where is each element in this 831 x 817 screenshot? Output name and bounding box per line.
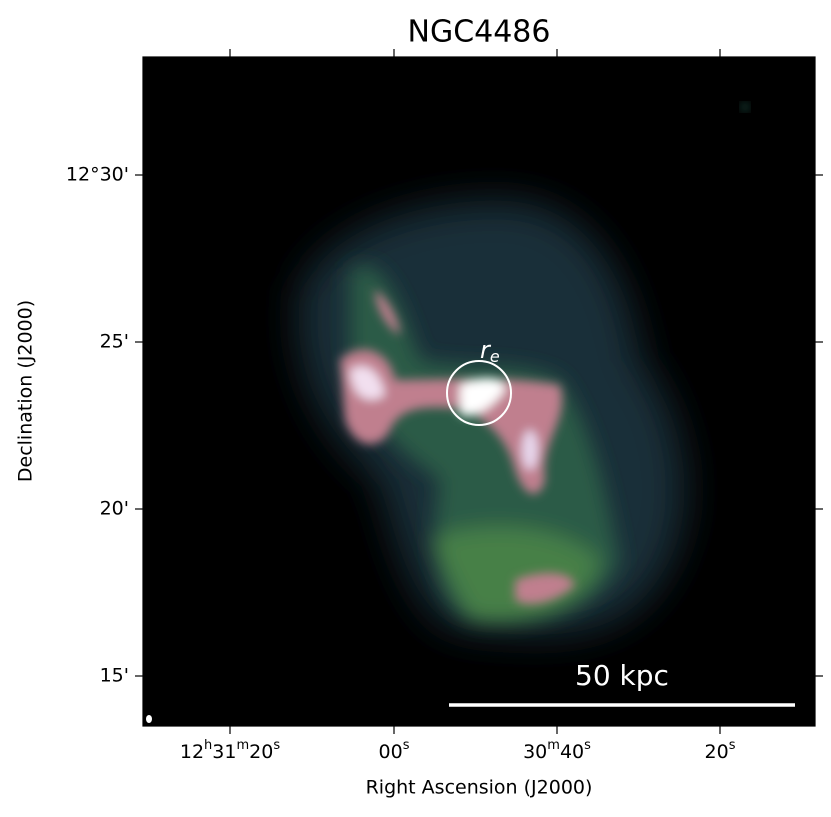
- plot-frame: [142, 56, 816, 727]
- sky-image: [143, 57, 815, 726]
- y-tick-label: 25': [100, 331, 129, 353]
- circle-label-base: r: [480, 336, 492, 364]
- circle-label-subscript: e: [490, 347, 500, 366]
- y-tick-label: 15': [100, 665, 129, 687]
- circle-label: re: [480, 336, 500, 366]
- x-tick-label: 20s: [705, 738, 736, 763]
- x-tick-label: 00s: [379, 738, 410, 763]
- y-axis-label: Declination (J2000): [15, 300, 37, 482]
- effective-radius-circle: [446, 360, 512, 426]
- x-tick-label: 12h31m20s: [180, 738, 280, 763]
- x-tick-label: 30m40s: [523, 738, 591, 763]
- y-tick-label: 12°30': [66, 164, 129, 186]
- y-tick-label: 20': [100, 498, 129, 520]
- x-axis-label: Right Ascension (J2000): [366, 777, 593, 799]
- title: NGC4486: [408, 15, 551, 50]
- scale-bar-label: 50 kpc: [575, 659, 669, 692]
